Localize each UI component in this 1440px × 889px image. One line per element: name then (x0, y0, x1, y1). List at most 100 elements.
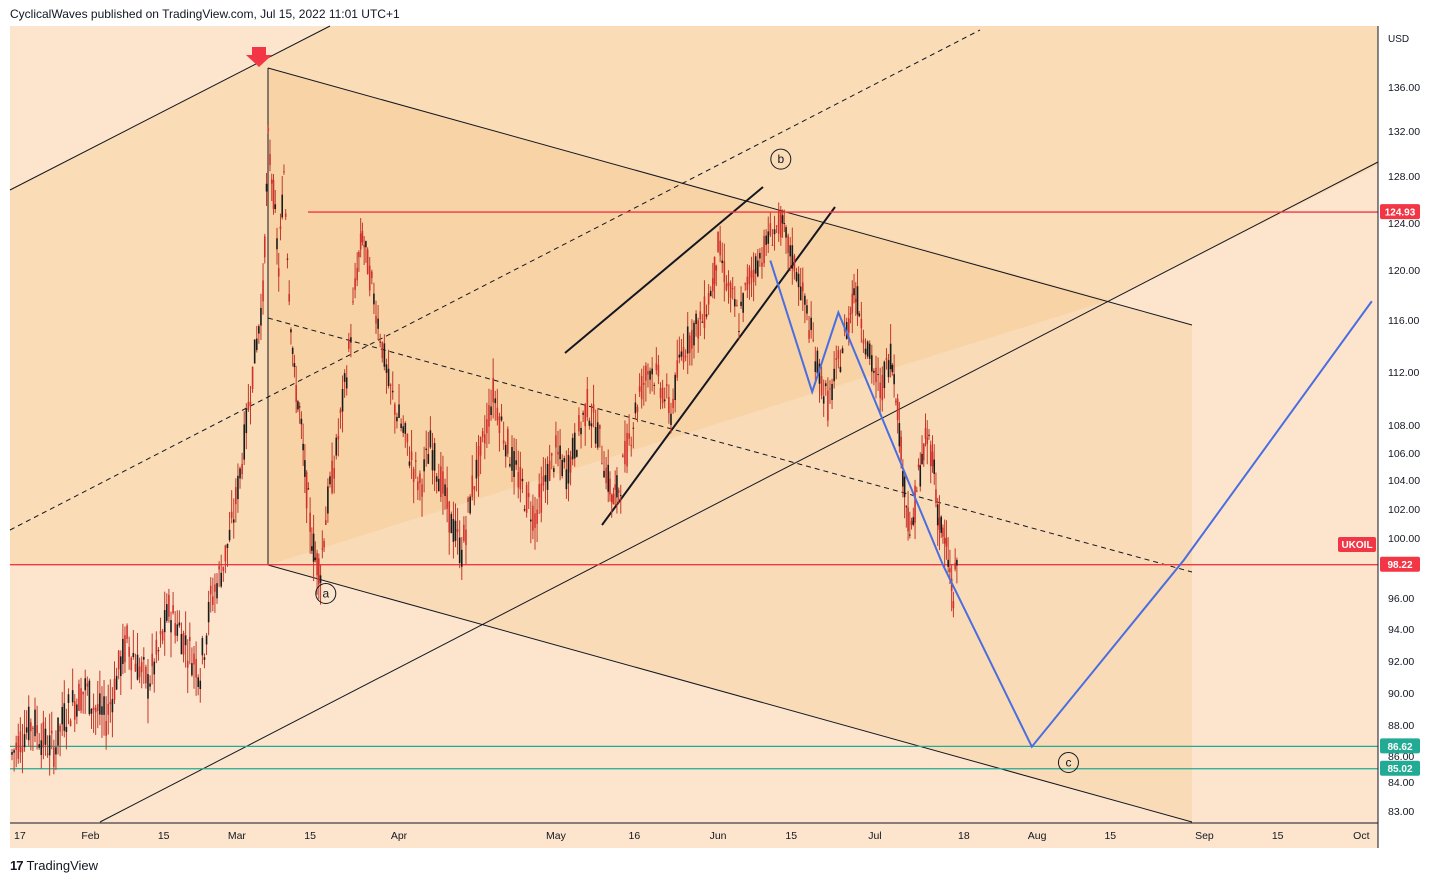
candle-body (761, 262, 763, 267)
candle-body (13, 750, 15, 753)
candle-body (864, 348, 867, 355)
candle-body (115, 675, 118, 690)
candle-body (126, 625, 128, 639)
candle-body (230, 511, 233, 519)
candle-body (406, 433, 409, 443)
candle-body (534, 513, 536, 528)
candle-body (877, 374, 879, 376)
candle-body (224, 545, 227, 562)
candle-body (429, 430, 432, 448)
candle-body (361, 231, 364, 243)
candle-body (214, 584, 216, 592)
candle-body (440, 466, 442, 498)
candle-body (354, 278, 356, 290)
candle-body (665, 384, 668, 387)
candle-body (584, 404, 587, 427)
candle-body (860, 318, 863, 329)
candle-body (887, 360, 890, 378)
y-tick-label: 88.00 (1388, 720, 1414, 732)
candle-body (931, 451, 934, 467)
price-level-tag-label-1: 98.22 (1387, 560, 1412, 571)
candle-body (270, 179, 273, 184)
candle-body (147, 674, 149, 699)
y-tick-label: 102.00 (1388, 504, 1420, 516)
candle-body (638, 386, 641, 392)
candle-body (32, 727, 34, 729)
candle-body (500, 416, 503, 421)
candle-body (408, 461, 411, 466)
currency-label: USD (1388, 34, 1409, 45)
candle-body (565, 469, 568, 490)
candle-body (544, 475, 547, 482)
candle-body (921, 453, 923, 464)
candle-body (239, 468, 241, 479)
candle-body (759, 252, 761, 259)
price-axis[interactable]: 136.00 132.00 128.00 124.00 120.00 116.00 112.… (1388, 82, 1420, 818)
candle-body (343, 373, 346, 382)
candle-body (365, 241, 367, 248)
candle-body (272, 179, 275, 209)
candle-body (922, 443, 925, 461)
candle-body (456, 529, 459, 532)
candle-body (305, 472, 308, 509)
time-axis[interactable]: 17 Feb 15 Mar 15 Apr May 16 Jun 15 Jul 18 Aug 15 Sep 15… (14, 830, 1370, 842)
candle-body (862, 339, 865, 344)
candle-body (883, 361, 886, 389)
y-tick-label: 96.00 (1388, 593, 1414, 605)
candle-body (943, 537, 946, 544)
candle-body (471, 475, 474, 497)
x-tick-label: 15 (1104, 830, 1116, 842)
candle-body (885, 357, 888, 360)
candle-body (228, 529, 231, 541)
candle-body (746, 276, 749, 291)
candle-body (145, 666, 147, 684)
candle-body (940, 516, 942, 533)
candle-body (651, 368, 653, 375)
candle-body (929, 444, 932, 467)
candle-body (402, 426, 405, 433)
candle-body (659, 388, 662, 399)
candle-body (647, 371, 649, 375)
candle-body (827, 390, 829, 421)
candle-body (454, 520, 457, 541)
candle-body (580, 427, 582, 435)
candle-body (915, 490, 918, 492)
candle-body (180, 634, 183, 655)
candle-body (727, 282, 730, 287)
candle-body (479, 436, 482, 456)
candle-body (879, 382, 881, 398)
candle-body (504, 444, 507, 457)
candle-body (325, 520, 327, 525)
candle-body (40, 740, 43, 756)
candle-body (55, 747, 57, 755)
y-tick-label: 106.00 (1388, 448, 1420, 460)
candle-body (119, 656, 122, 677)
x-tick-label: May (546, 830, 567, 842)
candle-body (267, 128, 270, 131)
x-tick-label: 15 (1272, 830, 1284, 842)
candle-body (329, 476, 331, 485)
candle-body (502, 440, 505, 444)
candle-body (333, 467, 335, 479)
candle-body (736, 304, 738, 307)
channel-top-line (267, 67, 1193, 326)
candle-body (323, 541, 325, 548)
candle-body (352, 301, 354, 303)
candle-body (785, 227, 787, 238)
candle-body (509, 463, 511, 467)
candle-body (321, 548, 324, 550)
price-level-tag-label-0: 124.93 (1385, 208, 1416, 219)
candle-body (812, 339, 815, 341)
candle-body (824, 383, 827, 387)
arrow-down-icon (246, 47, 272, 67)
y-tick-label: 108.00 (1388, 420, 1420, 432)
candle-body (622, 455, 624, 458)
candle-body (216, 583, 218, 599)
candle-body (781, 215, 784, 224)
candle-body (260, 307, 262, 326)
price-level-tag-2 (1380, 738, 1420, 754)
candle-body (672, 398, 674, 408)
candle-body (763, 236, 765, 264)
